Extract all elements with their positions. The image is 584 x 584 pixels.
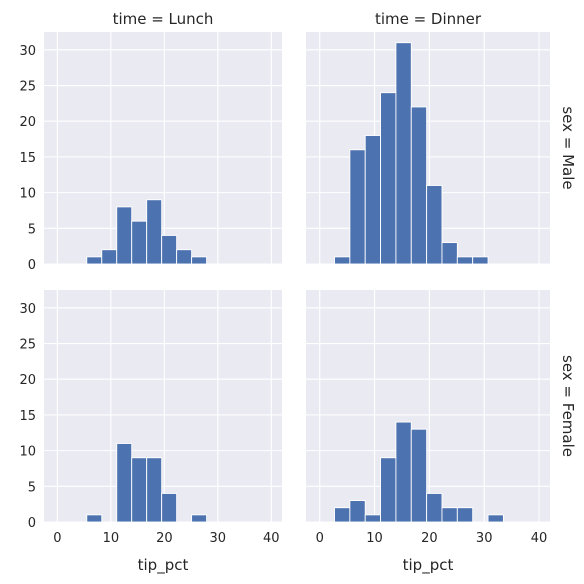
facet-background xyxy=(44,290,282,522)
y-tick-label: 10 xyxy=(19,445,36,460)
x-tick-label: 0 xyxy=(53,531,61,546)
histogram-bar xyxy=(395,421,412,523)
facet-dinner-female: 0 10 20 30 40 tip_pct sex = Female xyxy=(306,290,577,575)
histogram-bar xyxy=(161,234,178,265)
histogram-bar xyxy=(441,507,458,523)
histogram-bar xyxy=(86,256,103,265)
x-tick-label: 0 xyxy=(316,531,324,546)
y-tick-label: 0 xyxy=(28,258,36,273)
histogram-bar xyxy=(101,249,118,265)
histogram-bar xyxy=(191,256,208,265)
x-axis-label: tip_pct xyxy=(138,556,189,575)
histogram-bar xyxy=(456,256,474,265)
histogram-bar xyxy=(441,242,458,265)
histogram-bar xyxy=(131,220,148,265)
x-tick-label: 30 xyxy=(476,531,493,546)
histogram-bar xyxy=(364,135,382,265)
facet-background xyxy=(306,290,550,522)
facet-background xyxy=(44,32,282,264)
facet-column-title: time = Dinner xyxy=(375,10,482,28)
histogram-bar xyxy=(426,492,443,523)
histogram-bar xyxy=(410,428,428,523)
histogram-bar xyxy=(334,507,351,523)
y-tick-label: 20 xyxy=(19,373,36,388)
histogram-bar xyxy=(146,457,163,523)
x-tick-label: 10 xyxy=(103,531,120,546)
histogram-bar xyxy=(349,149,366,265)
y-tick-label: 20 xyxy=(19,115,36,130)
histogram-bar xyxy=(487,514,504,523)
y-tick-label: 15 xyxy=(19,151,36,166)
histogram-bar xyxy=(116,206,133,265)
facet-row-title: sex = Male xyxy=(559,106,577,189)
facet-dinner-male: time = Dinner sex = Male xyxy=(306,10,577,265)
histogram-bar xyxy=(191,514,208,523)
facet-column-title: time = Lunch xyxy=(113,10,214,28)
facet-lunch-male: 0 5 10 15 20 25 30 time = Lunch xyxy=(19,10,282,273)
histogram-bar xyxy=(146,199,163,265)
histogram-bar xyxy=(176,249,193,265)
x-tick-label: 40 xyxy=(263,531,280,546)
histogram-bar xyxy=(334,256,351,265)
x-tick-label: 20 xyxy=(421,531,438,546)
histogram-bar xyxy=(116,443,133,523)
histogram-bar xyxy=(395,42,412,265)
histogram-bar xyxy=(410,106,428,265)
x-axis-label: tip_pct xyxy=(403,556,454,575)
histogram-bar xyxy=(131,457,148,523)
x-tick-label: 40 xyxy=(531,531,548,546)
gridlines xyxy=(306,290,550,523)
y-tick-label: 10 xyxy=(19,187,36,202)
y-tick-label: 15 xyxy=(19,409,36,424)
histogram-bar xyxy=(380,92,397,265)
y-tick-label: 5 xyxy=(28,480,36,495)
histogram-bar xyxy=(380,457,397,523)
y-tick-label: 0 xyxy=(28,516,36,531)
y-tick-label: 25 xyxy=(19,338,36,353)
histogram-bar xyxy=(426,185,443,265)
x-tick-label: 30 xyxy=(210,531,227,546)
histogram-bar xyxy=(349,500,366,523)
y-tick-label: 25 xyxy=(19,80,36,95)
facet-row-title: sex = Female xyxy=(559,355,577,457)
histogram-bar xyxy=(364,514,382,523)
x-tick-label: 20 xyxy=(156,531,173,546)
histogram-bar xyxy=(161,492,178,523)
histogram-bar xyxy=(86,514,103,523)
y-tick-label: 5 xyxy=(28,222,36,237)
y-tick-label: 30 xyxy=(19,44,36,59)
x-tick-label: 10 xyxy=(366,531,383,546)
histogram-bar xyxy=(456,507,474,523)
histogram-bar xyxy=(472,256,489,265)
facet-lunch-female: 0 5 10 15 20 25 30 0 10 20 30 40 tip_pct xyxy=(19,290,282,575)
y-tick-label: 30 xyxy=(19,302,36,317)
